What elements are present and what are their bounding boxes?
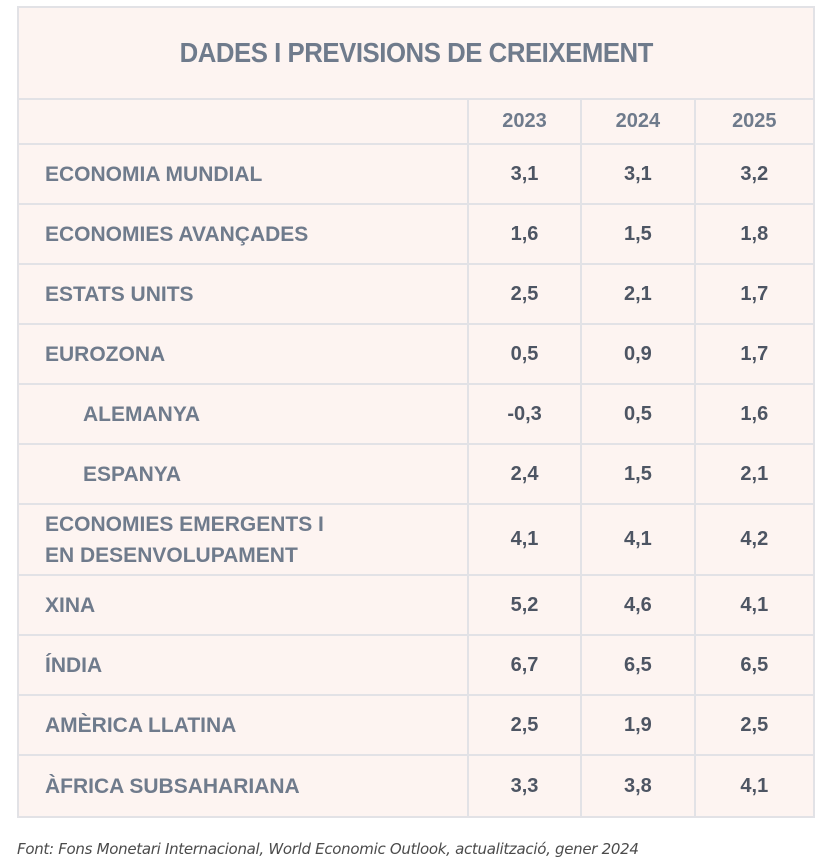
- table-title: DADES I PREVISIONS DE CREIXEMENT: [179, 37, 653, 68]
- table-row: ECONOMIES EMERGENTS I EN DESENVOLUPAMENT…: [19, 505, 813, 576]
- row-value: 3,8: [582, 756, 696, 816]
- row-value: 4,1: [740, 593, 769, 616]
- row-value: 1,5: [582, 445, 696, 503]
- row-value: 4,1: [469, 505, 583, 574]
- table-row: ECONOMIA MUNDIAL 3,1 3,1 3,2: [19, 145, 813, 205]
- row-value: 1,5: [582, 205, 696, 263]
- row-value: 5,2: [469, 576, 583, 634]
- row-label-indented: ESPANYA: [19, 445, 469, 503]
- row-value: 1,6: [469, 205, 583, 263]
- row-value: 1,8: [740, 222, 769, 245]
- table-row: ÍNDIA 6,7 6,5 6,5: [19, 636, 813, 696]
- row-value: 2,1: [740, 462, 769, 485]
- row-value: 1,9: [582, 696, 696, 754]
- row-value: 3,1: [469, 145, 583, 203]
- table-row: ÀFRICA SUBSAHARIANA 3,3 3,8 4,1: [19, 756, 813, 816]
- row-value: 3,2: [740, 162, 769, 185]
- row-label-multiline: ECONOMIES EMERGENTS I EN DESENVOLUPAMENT: [19, 505, 469, 574]
- row-value: 2,5: [469, 696, 583, 754]
- row-value: -0,3: [469, 385, 583, 443]
- row-value: 3,3: [469, 756, 583, 816]
- row-value: 0,5: [582, 385, 696, 443]
- row-label: ECONOMIES AVANÇADES: [19, 205, 469, 263]
- row-value: 4,2: [740, 528, 769, 550]
- row-label-indented: ALEMANYA: [19, 385, 469, 443]
- row-label: ÍNDIA: [19, 636, 469, 694]
- row-value: 4,1: [582, 505, 696, 574]
- row-label: EUROZONA: [19, 325, 469, 383]
- row-value: 1,7: [740, 342, 769, 365]
- row-value: 1,7: [740, 282, 769, 305]
- header-year-2024: 2024: [582, 100, 696, 143]
- growth-table: DADES I PREVISIONS DE CREIXEMENT 2023 20…: [17, 6, 815, 818]
- table-header-row: 2023 2024 2025: [19, 100, 813, 145]
- row-value: 1,6: [740, 402, 769, 425]
- row-value: 2,1: [582, 265, 696, 323]
- row-label-line-1: ECONOMIES EMERGENTS I: [45, 512, 324, 536]
- row-value: 2,4: [469, 445, 583, 503]
- row-value: 4,1: [740, 774, 769, 797]
- row-label: ÀFRICA SUBSAHARIANA: [19, 756, 469, 816]
- row-label: ECONOMIA MUNDIAL: [19, 145, 469, 203]
- table-row: AMÈRICA LLATINA 2,5 1,9 2,5: [19, 696, 813, 756]
- table-row: ESPANYA 2,4 1,5 2,1: [19, 445, 813, 505]
- table-title-row: DADES I PREVISIONS DE CREIXEMENT: [19, 8, 813, 100]
- row-value: 6,7: [469, 636, 583, 694]
- row-label: ESTATS UNITS: [19, 265, 469, 323]
- row-value: 0,5: [469, 325, 583, 383]
- row-value: 6,5: [582, 636, 696, 694]
- header-year-2023: 2023: [469, 100, 583, 143]
- source-footnote: Font: Fons Monetari Internacional, World…: [17, 840, 639, 858]
- row-label-line-2: EN DESENVOLUPAMENT: [45, 543, 298, 567]
- header-empty-cell: [19, 100, 469, 143]
- header-year-2025: 2025: [732, 110, 777, 132]
- row-value: 3,1: [582, 145, 696, 203]
- row-value: 2,5: [740, 713, 769, 736]
- row-value: 4,6: [582, 576, 696, 634]
- row-label: AMÈRICA LLATINA: [19, 696, 469, 754]
- table-row: XINA 5,2 4,6 4,1: [19, 576, 813, 636]
- row-value: 2,5: [469, 265, 583, 323]
- row-label: XINA: [19, 576, 469, 634]
- row-value: 6,5: [740, 653, 769, 676]
- table-row: ALEMANYA -0,3 0,5 1,6: [19, 385, 813, 445]
- table-row: EUROZONA 0,5 0,9 1,7: [19, 325, 813, 385]
- table-row: ECONOMIES AVANÇADES 1,6 1,5 1,8: [19, 205, 813, 265]
- row-value: 0,9: [582, 325, 696, 383]
- table-row: ESTATS UNITS 2,5 2,1 1,7: [19, 265, 813, 325]
